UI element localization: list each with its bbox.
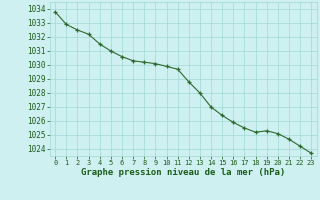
X-axis label: Graphe pression niveau de la mer (hPa): Graphe pression niveau de la mer (hPa) (81, 168, 285, 177)
